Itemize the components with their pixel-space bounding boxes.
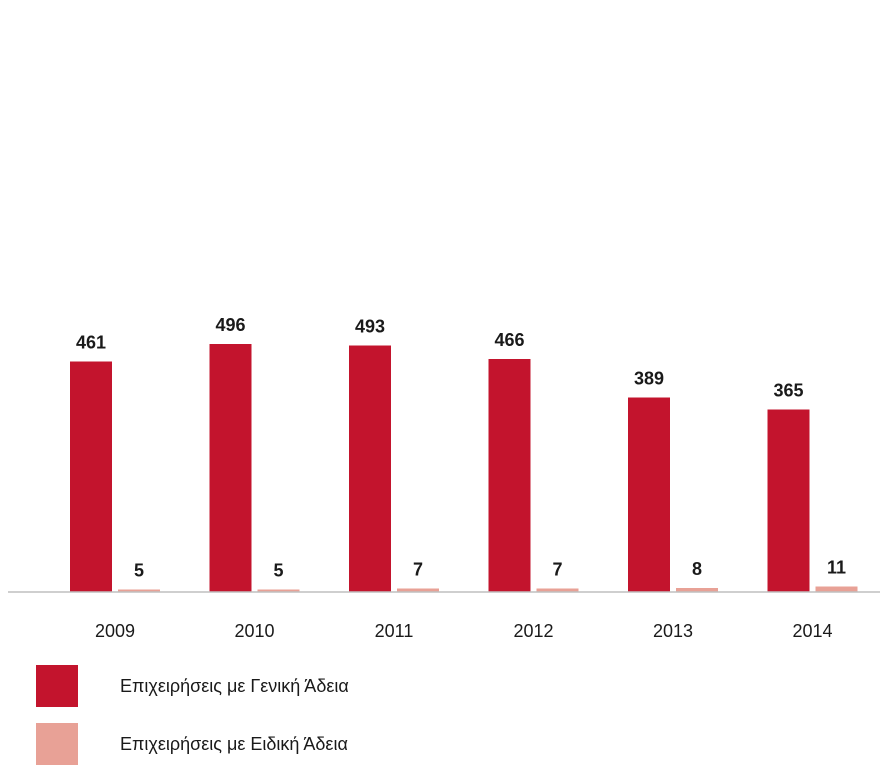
- value-label-special-2013: 8: [692, 559, 702, 579]
- x-tick-labels-group: 2009 2010 2011 2012 2013 2014: [95, 621, 833, 641]
- value-label-special-2010: 5: [273, 561, 283, 581]
- bar-general-2010: [209, 344, 252, 592]
- bar-general-2009: [70, 361, 112, 592]
- value-label-special-2012: 7: [552, 560, 562, 580]
- bar-special-2012: [536, 588, 579, 592]
- bar-special-2013: [676, 588, 718, 592]
- legend: Επιχειρήσεις με Γενική Άδεια Επιχειρήσει…: [36, 664, 349, 780]
- bars-group: [70, 344, 858, 592]
- bar-general-2013: [628, 397, 670, 592]
- legend-item-general-license: Επιχειρήσεις με Γενική Άδεια: [36, 664, 349, 708]
- x-tick-label-2014: 2014: [792, 621, 832, 641]
- x-tick-label-2013: 2013: [653, 621, 693, 641]
- value-label-general-2014: 365: [773, 381, 803, 401]
- bar-special-2010: [257, 589, 300, 592]
- bar-general-2012: [488, 359, 531, 592]
- value-label-general-2013: 389: [634, 369, 664, 389]
- value-label-special-2014: 11: [827, 558, 846, 578]
- bar-general-2011: [349, 345, 391, 592]
- value-label-general-2010: 496: [215, 315, 245, 335]
- legend-item-special-license: Επιχειρήσεις με Ειδική Άδεια: [36, 722, 349, 766]
- legend-swatch-general-license: [36, 665, 78, 707]
- legend-label-general-license: Επιχειρήσεις με Γενική Άδεια: [120, 675, 349, 696]
- legend-label-special-license: Επιχειρήσεις με Ειδική Άδεια: [120, 733, 348, 754]
- value-label-special-2011: 7: [413, 560, 423, 580]
- x-tick-label-2009: 2009: [95, 621, 135, 641]
- x-tick-label-2010: 2010: [234, 621, 274, 641]
- value-label-general-2012: 466: [494, 330, 524, 350]
- value-label-special-2009: 5: [134, 561, 144, 581]
- x-tick-label-2011: 2011: [375, 621, 414, 641]
- bar-general-2014: [767, 409, 810, 592]
- bar-special-2009: [118, 589, 160, 592]
- value-label-general-2011: 493: [355, 317, 385, 337]
- x-tick-label-2012: 2012: [513, 621, 553, 641]
- value-label-general-2009: 461: [76, 333, 106, 353]
- value-labels-group: 461 5 496 5 493 7 466 7 389 8 365 11: [76, 315, 846, 581]
- legend-swatch-special-license: [36, 723, 78, 765]
- bar-special-2011: [397, 588, 439, 592]
- bar-special-2014: [815, 586, 858, 592]
